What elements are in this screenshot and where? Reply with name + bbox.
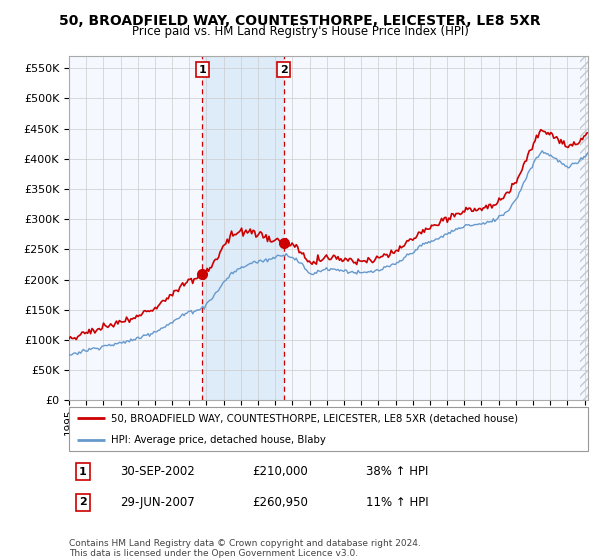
Text: 1: 1	[79, 466, 86, 477]
Text: 50, BROADFIELD WAY, COUNTESTHORPE, LEICESTER, LE8 5XR (detached house): 50, BROADFIELD WAY, COUNTESTHORPE, LEICE…	[110, 413, 518, 423]
Text: 2: 2	[280, 64, 287, 74]
Text: £210,000: £210,000	[252, 465, 308, 478]
Text: 50, BROADFIELD WAY, COUNTESTHORPE, LEICESTER, LE8 5XR: 50, BROADFIELD WAY, COUNTESTHORPE, LEICE…	[59, 14, 541, 28]
Text: 2: 2	[79, 497, 86, 507]
Text: Contains HM Land Registry data © Crown copyright and database right 2024.
This d: Contains HM Land Registry data © Crown c…	[69, 539, 421, 558]
Text: 1: 1	[199, 64, 206, 74]
Text: 29-JUN-2007: 29-JUN-2007	[120, 496, 195, 509]
Text: HPI: Average price, detached house, Blaby: HPI: Average price, detached house, Blab…	[110, 435, 325, 445]
Text: 11% ↑ HPI: 11% ↑ HPI	[366, 496, 428, 509]
Text: £260,950: £260,950	[252, 496, 308, 509]
Text: 38% ↑ HPI: 38% ↑ HPI	[366, 465, 428, 478]
Text: 30-SEP-2002: 30-SEP-2002	[120, 465, 195, 478]
Text: Price paid vs. HM Land Registry's House Price Index (HPI): Price paid vs. HM Land Registry's House …	[131, 25, 469, 38]
